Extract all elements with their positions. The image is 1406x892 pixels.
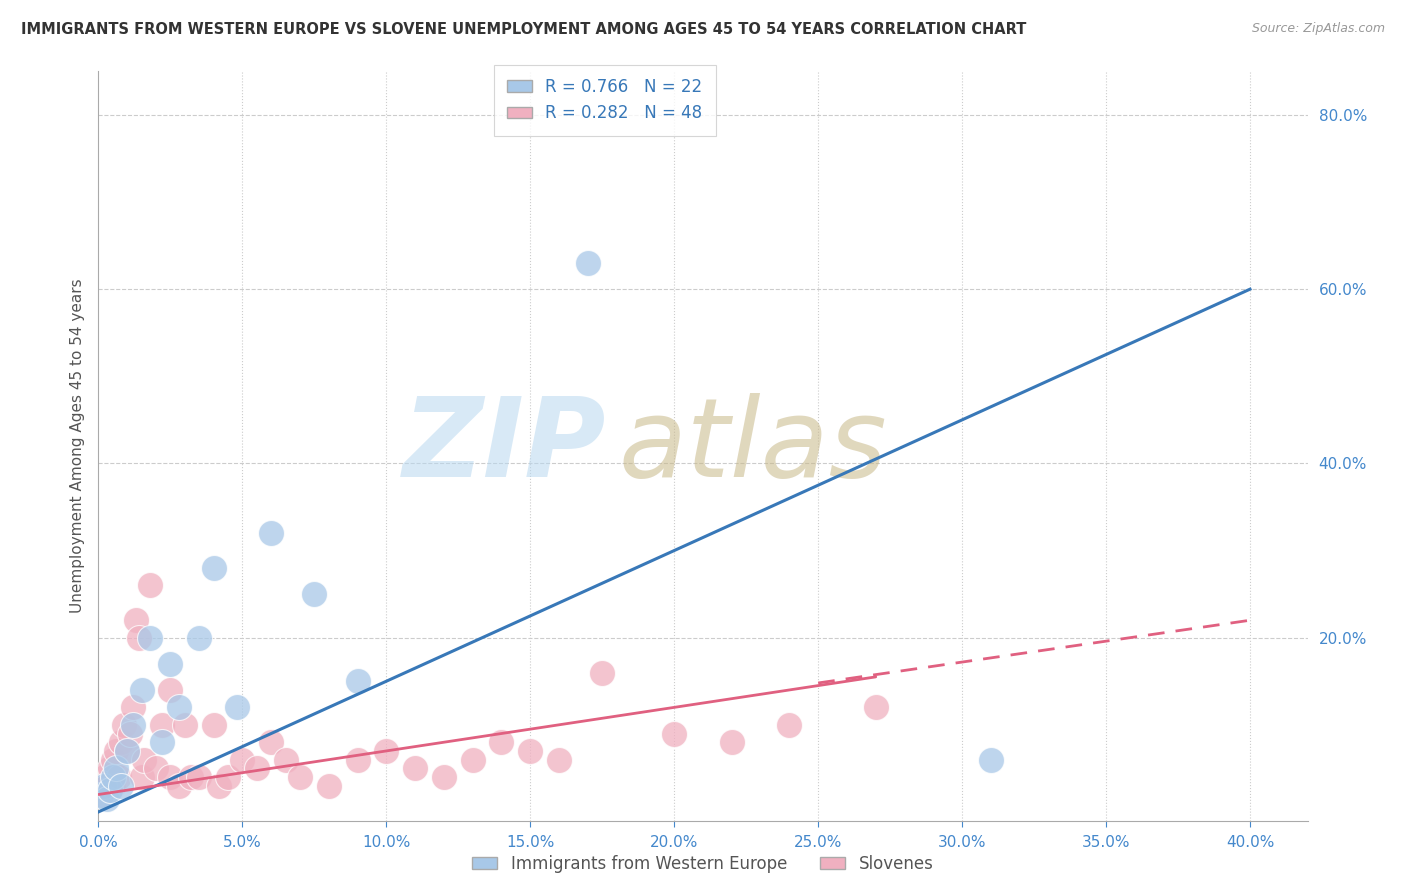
Point bbox=[150, 735, 173, 749]
Point bbox=[461, 753, 484, 767]
Point bbox=[122, 718, 145, 732]
Point bbox=[225, 700, 247, 714]
Point bbox=[96, 779, 118, 793]
Point bbox=[519, 744, 541, 758]
Point bbox=[125, 613, 148, 627]
Point bbox=[159, 682, 181, 697]
Point bbox=[304, 587, 326, 601]
Point bbox=[101, 753, 124, 767]
Point bbox=[433, 770, 456, 784]
Point bbox=[167, 779, 190, 793]
Point bbox=[664, 726, 686, 740]
Point bbox=[115, 744, 138, 758]
Point bbox=[318, 779, 340, 793]
Point bbox=[120, 726, 142, 740]
Point bbox=[231, 753, 253, 767]
Point bbox=[548, 753, 571, 767]
Point bbox=[260, 735, 283, 749]
Point bbox=[110, 735, 132, 749]
Point bbox=[145, 761, 167, 775]
Point bbox=[159, 657, 181, 671]
Point bbox=[104, 744, 127, 758]
Point bbox=[96, 792, 118, 806]
Point bbox=[180, 770, 202, 784]
Point bbox=[720, 735, 742, 749]
Point bbox=[139, 631, 162, 645]
Point bbox=[980, 753, 1002, 767]
Point bbox=[288, 770, 311, 784]
Point bbox=[131, 682, 153, 697]
Point bbox=[346, 753, 368, 767]
Point bbox=[110, 779, 132, 793]
Point bbox=[778, 718, 800, 732]
Point bbox=[202, 718, 225, 732]
Point bbox=[107, 770, 129, 784]
Point bbox=[101, 779, 124, 793]
Point bbox=[246, 761, 269, 775]
Point bbox=[159, 770, 181, 784]
Point bbox=[208, 779, 231, 793]
Y-axis label: Unemployment Among Ages 45 to 54 years: Unemployment Among Ages 45 to 54 years bbox=[69, 278, 84, 614]
Point bbox=[167, 700, 190, 714]
Point bbox=[90, 788, 112, 802]
Text: Source: ZipAtlas.com: Source: ZipAtlas.com bbox=[1251, 22, 1385, 36]
Point bbox=[375, 744, 398, 758]
Point bbox=[188, 631, 211, 645]
Legend: R = 0.766   N = 22, R = 0.282   N = 48: R = 0.766 N = 22, R = 0.282 N = 48 bbox=[494, 65, 716, 136]
Text: IMMIGRANTS FROM WESTERN EUROPE VS SLOVENE UNEMPLOYMENT AMONG AGES 45 TO 54 YEARS: IMMIGRANTS FROM WESTERN EUROPE VS SLOVEN… bbox=[21, 22, 1026, 37]
Point bbox=[131, 770, 153, 784]
Point bbox=[346, 674, 368, 689]
Point bbox=[173, 718, 195, 732]
Legend: Immigrants from Western Europe, Slovenes: Immigrants from Western Europe, Slovenes bbox=[465, 848, 941, 880]
Point bbox=[404, 761, 426, 775]
Point bbox=[491, 735, 513, 749]
Point bbox=[93, 779, 115, 793]
Point bbox=[217, 770, 239, 784]
Point bbox=[98, 761, 121, 775]
Point bbox=[101, 770, 124, 784]
Point bbox=[865, 700, 887, 714]
Point bbox=[134, 753, 156, 767]
Text: atlas: atlas bbox=[619, 392, 887, 500]
Point bbox=[122, 700, 145, 714]
Point bbox=[274, 753, 297, 767]
Point bbox=[128, 631, 150, 645]
Point bbox=[112, 718, 135, 732]
Point bbox=[150, 718, 173, 732]
Point bbox=[576, 256, 599, 270]
Point bbox=[591, 665, 613, 680]
Point bbox=[188, 770, 211, 784]
Point bbox=[98, 783, 121, 797]
Text: ZIP: ZIP bbox=[402, 392, 606, 500]
Point bbox=[93, 770, 115, 784]
Point bbox=[139, 578, 162, 592]
Point bbox=[260, 526, 283, 541]
Point bbox=[115, 744, 138, 758]
Point bbox=[104, 761, 127, 775]
Point bbox=[202, 561, 225, 575]
Point bbox=[90, 788, 112, 802]
